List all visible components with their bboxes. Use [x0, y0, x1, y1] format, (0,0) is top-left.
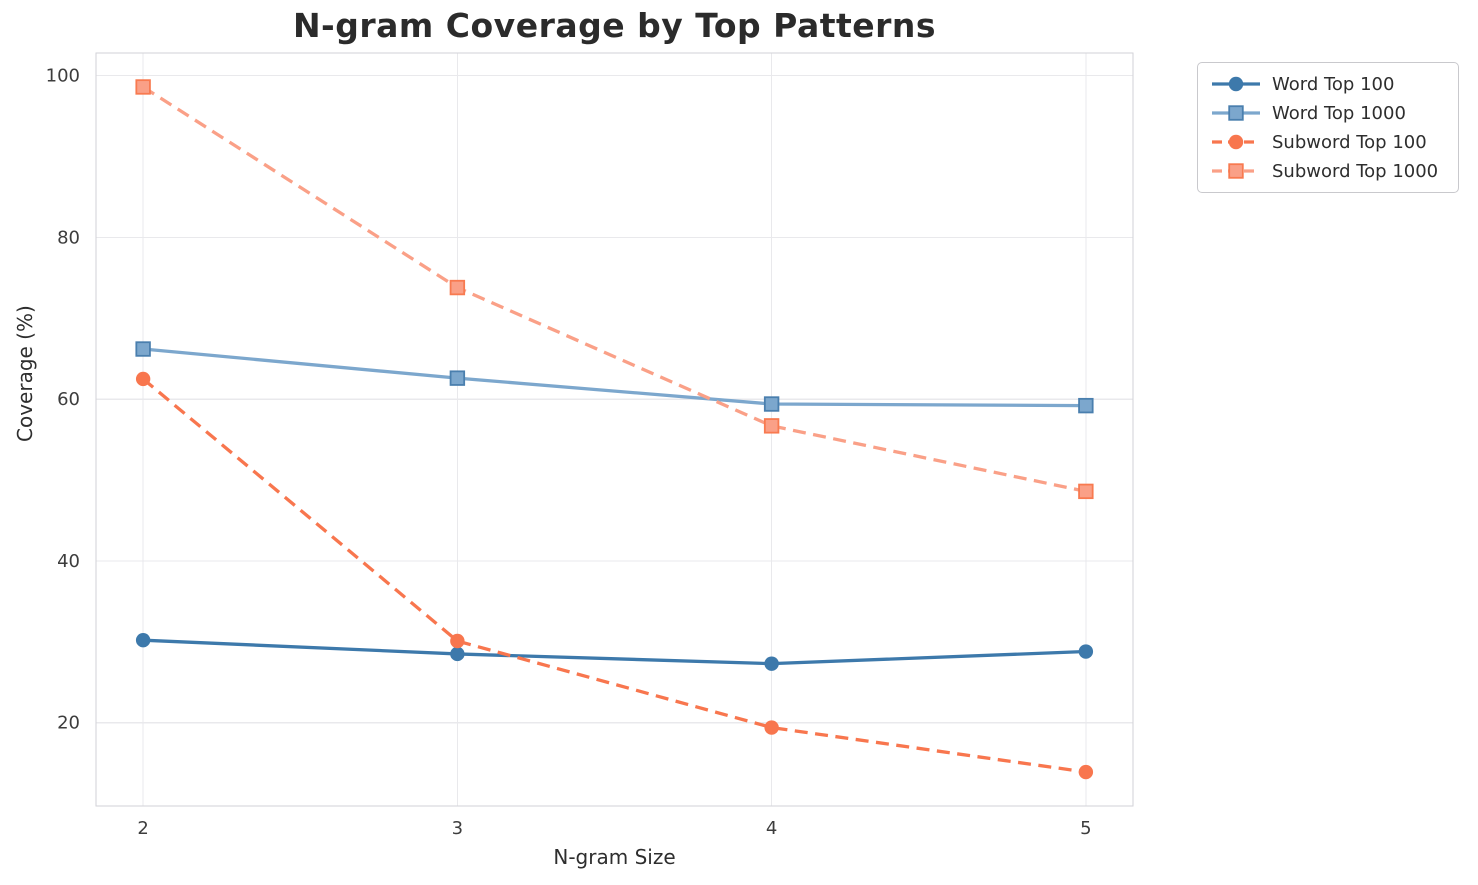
legend-label: Subword Top 100 [1272, 131, 1427, 153]
plot-border [95, 52, 1134, 807]
legend-item-subword-top-1000: Subword Top 1000 [1210, 158, 1448, 184]
x-tick-label: 2 [137, 818, 148, 839]
series-line-subword-top-1000 [142, 85, 1087, 493]
series-line-subword-top-100 [142, 377, 1087, 774]
legend: Word Top 100 Word Top 1000 Subword Top 100… [1197, 62, 1459, 193]
legend-label: Subword Top 1000 [1272, 160, 1439, 182]
data-point-marker-subword-top-1000 [1078, 483, 1094, 500]
data-point-marker-subword-top-100 [764, 720, 779, 735]
x-tick-label: 5 [1080, 818, 1091, 839]
y-axis-label: Coverage (%) [13, 305, 37, 442]
data-point-marker-word-top-100 [764, 656, 779, 671]
square-line-marker-icon [1212, 163, 1260, 179]
circle-line-marker-icon [1212, 134, 1260, 150]
data-point-marker-subword-top-1000 [763, 418, 780, 434]
y-tick-label: 40 [57, 551, 80, 572]
data-point-marker-word-top-1000 [135, 341, 151, 357]
data-point-marker-subword-top-100 [135, 371, 151, 387]
chart-title: N-gram Coverage by Top Patterns [292, 6, 937, 45]
data-point-marker-word-top-100 [135, 632, 151, 648]
x-axis-label: N-gram Size [553, 845, 676, 869]
series-line-word-top-100 [143, 638, 1086, 666]
x-tick-label: 3 [452, 818, 463, 839]
series-line-word-top-1000 [142, 347, 1086, 408]
legend-item-word-top-100: Word Top 100 [1210, 71, 1448, 97]
data-point-marker-word-top-1000 [1078, 397, 1094, 414]
y-tick-label: 20 [57, 713, 80, 734]
data-point-marker-subword-top-1000 [135, 79, 151, 95]
data-point-marker-word-top-1000 [449, 370, 466, 386]
legend-item-word-top-1000: Word Top 1000 [1210, 100, 1448, 126]
square-line-marker-icon [1212, 105, 1260, 121]
legend-label: Word Top 1000 [1272, 102, 1406, 124]
x-tick-label: 4 [766, 818, 777, 839]
circle-line-marker-icon [1212, 76, 1260, 92]
y-tick-label: 100 [46, 66, 80, 87]
legend-item-subword-top-100: Subword Top 100 [1210, 129, 1448, 155]
data-point-marker-subword-top-100 [450, 633, 465, 649]
legend-label: Word Top 100 [1272, 73, 1395, 95]
data-point-marker-word-top-100 [450, 646, 465, 662]
data-point-marker-word-top-100 [1078, 644, 1094, 659]
y-tick-label: 80 [57, 227, 80, 248]
data-point-marker-subword-top-100 [1078, 764, 1094, 780]
y-tick-label: 60 [57, 389, 80, 410]
data-point-marker-subword-top-1000 [449, 279, 466, 296]
data-point-marker-word-top-1000 [763, 396, 780, 412]
